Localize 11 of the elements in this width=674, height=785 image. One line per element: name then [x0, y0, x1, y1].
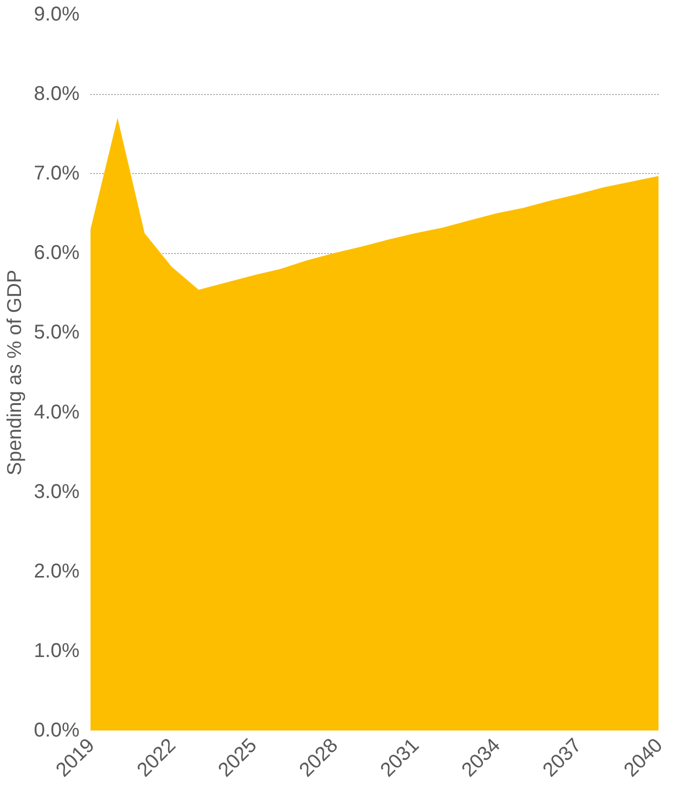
- y-tick-label: 7.0%: [34, 162, 80, 185]
- y-tick-label: 6.0%: [34, 242, 80, 264]
- y-tick-label: 4.0%: [34, 401, 80, 424]
- y-tick-label: 3.0%: [34, 480, 80, 503]
- y-tick-label: 2.0%: [34, 560, 80, 582]
- y-tick-label: 5.0%: [34, 322, 80, 344]
- y-tick-label: 8.0%: [34, 83, 80, 106]
- y-tick-label: 1.0%: [34, 640, 80, 662]
- y-tick-label: 9.0%: [34, 4, 80, 26]
- y-tick-label: 0.0%: [34, 720, 80, 742]
- y-axis-title: Spending as % of GDP: [4, 270, 26, 476]
